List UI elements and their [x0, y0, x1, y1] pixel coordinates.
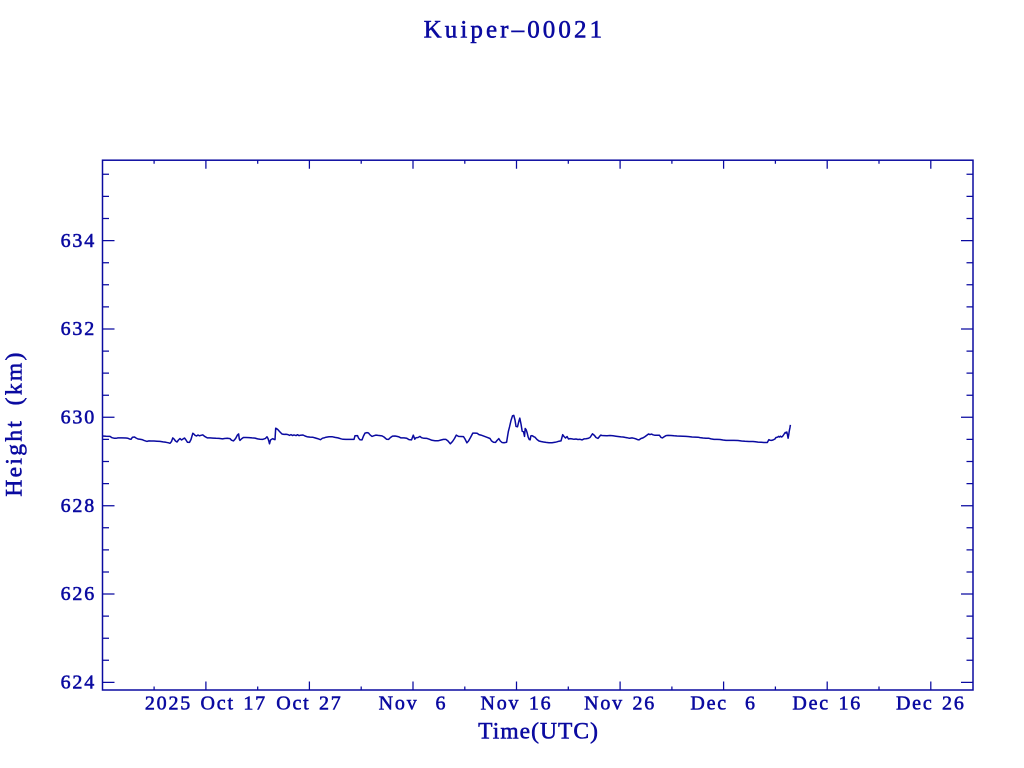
svg-text:628: 628 [61, 495, 96, 517]
svg-text:632: 632 [61, 318, 96, 340]
svg-text:630: 630 [61, 407, 96, 429]
svg-text:634: 634 [61, 230, 96, 252]
svg-text:Oct 27: Oct 27 [276, 693, 342, 715]
svg-text:Dec 26: Dec 26 [896, 693, 966, 715]
svg-text:Kuiper–00021: Kuiper–00021 [424, 16, 606, 43]
svg-text:Nov 6: Nov 6 [379, 693, 448, 715]
svg-text:Dec 16: Dec 16 [792, 693, 862, 715]
svg-text:Nov 16: Nov 16 [481, 693, 553, 715]
svg-text:Dec 6: Dec 6 [690, 693, 756, 715]
svg-text:Height (km): Height (km) [2, 350, 28, 496]
svg-text:2025 Oct 17: 2025 Oct 17 [145, 693, 267, 715]
svg-text:Time(UTC): Time(UTC) [478, 718, 599, 744]
svg-text:624: 624 [61, 672, 96, 694]
svg-text:Nov 26: Nov 26 [584, 693, 656, 715]
svg-text:626: 626 [61, 583, 96, 605]
